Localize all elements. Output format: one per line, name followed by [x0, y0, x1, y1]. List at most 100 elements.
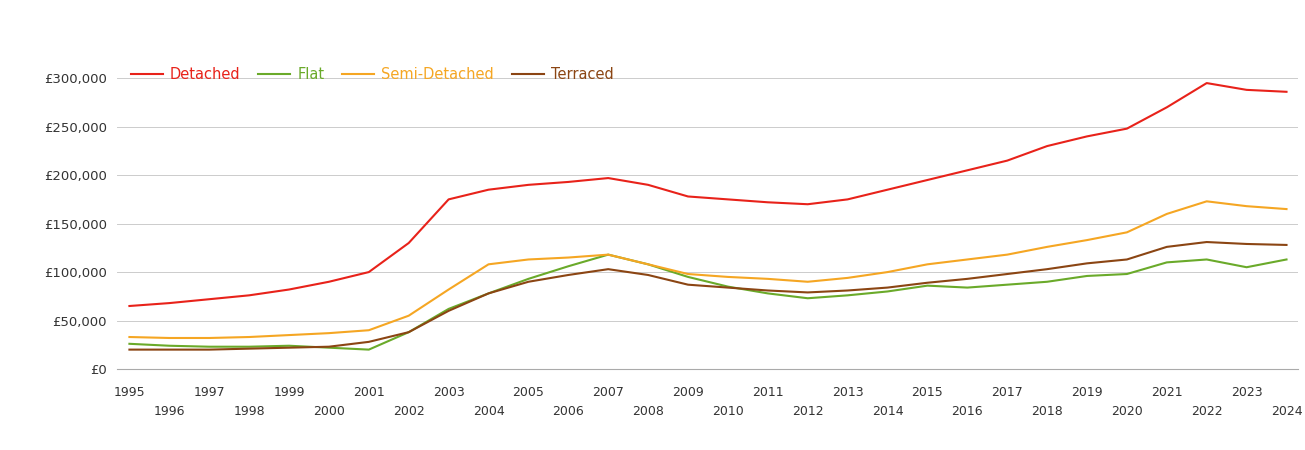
Line: Detached: Detached: [129, 83, 1287, 306]
Semi-Detached: [680, 271, 696, 277]
Flat: [641, 261, 656, 267]
Flat: [680, 274, 696, 279]
Detached: [720, 197, 736, 202]
Detached: [162, 301, 177, 306]
Terraced: [800, 290, 816, 295]
Text: 2001: 2001: [352, 386, 385, 399]
Flat: [1079, 273, 1095, 279]
Terraced: [840, 288, 856, 293]
Detached: [641, 182, 656, 188]
Text: 2007: 2007: [592, 386, 624, 399]
Detached: [1159, 104, 1174, 110]
Semi-Detached: [840, 275, 856, 281]
Terraced: [880, 285, 895, 290]
Flat: [1159, 260, 1174, 265]
Flat: [480, 291, 496, 296]
Flat: [401, 329, 416, 335]
Detached: [321, 279, 337, 284]
Text: 2017: 2017: [992, 386, 1023, 399]
Detached: [281, 287, 296, 292]
Detached: [760, 200, 775, 205]
Flat: [840, 292, 856, 298]
Semi-Detached: [480, 261, 496, 267]
Terraced: [441, 308, 457, 314]
Semi-Detached: [1079, 238, 1095, 243]
Semi-Detached: [1238, 203, 1254, 209]
Text: 2010: 2010: [713, 405, 744, 418]
Flat: [281, 343, 296, 348]
Detached: [1079, 134, 1095, 139]
Text: 2018: 2018: [1031, 405, 1064, 418]
Detached: [800, 202, 816, 207]
Text: 2015: 2015: [911, 386, 944, 399]
Flat: [920, 283, 936, 288]
Line: Flat: Flat: [129, 255, 1287, 350]
Terraced: [401, 329, 416, 335]
Semi-Detached: [720, 274, 736, 279]
Terraced: [521, 279, 536, 284]
Terraced: [121, 347, 137, 352]
Text: 1995: 1995: [114, 386, 145, 399]
Detached: [1279, 89, 1295, 94]
Text: 2016: 2016: [951, 405, 983, 418]
Terraced: [1199, 239, 1215, 245]
Semi-Detached: [281, 333, 296, 338]
Semi-Detached: [641, 261, 656, 267]
Semi-Detached: [521, 257, 536, 262]
Detached: [600, 176, 616, 181]
Detached: [441, 197, 457, 202]
Flat: [162, 343, 177, 348]
Text: 2006: 2006: [552, 405, 585, 418]
Detached: [1238, 87, 1254, 93]
Semi-Detached: [1120, 230, 1135, 235]
Terraced: [281, 345, 296, 351]
Terraced: [600, 266, 616, 272]
Text: 1998: 1998: [234, 405, 265, 418]
Terraced: [361, 339, 377, 345]
Text: 2013: 2013: [831, 386, 864, 399]
Flat: [121, 341, 137, 346]
Terraced: [1238, 241, 1254, 247]
Flat: [521, 276, 536, 282]
Flat: [1279, 257, 1295, 262]
Flat: [201, 344, 217, 349]
Detached: [1120, 126, 1135, 131]
Detached: [680, 194, 696, 199]
Text: 1999: 1999: [273, 386, 305, 399]
Terraced: [680, 282, 696, 288]
Detached: [560, 179, 576, 184]
Terraced: [720, 285, 736, 290]
Flat: [321, 345, 337, 351]
Semi-Detached: [600, 252, 616, 257]
Semi-Detached: [1279, 207, 1295, 212]
Text: 2002: 2002: [393, 405, 424, 418]
Flat: [600, 252, 616, 257]
Flat: [361, 347, 377, 352]
Text: 2012: 2012: [792, 405, 823, 418]
Detached: [201, 297, 217, 302]
Terraced: [560, 272, 576, 278]
Semi-Detached: [1159, 211, 1174, 216]
Line: Terraced: Terraced: [129, 242, 1287, 350]
Terraced: [321, 344, 337, 349]
Flat: [1000, 282, 1015, 288]
Text: 2023: 2023: [1231, 386, 1262, 399]
Flat: [560, 264, 576, 269]
Flat: [241, 344, 257, 349]
Terraced: [1039, 266, 1054, 272]
Detached: [1039, 144, 1054, 149]
Semi-Detached: [441, 287, 457, 292]
Detached: [1000, 158, 1015, 163]
Semi-Detached: [560, 255, 576, 260]
Text: 2005: 2005: [513, 386, 544, 399]
Text: 2009: 2009: [672, 386, 703, 399]
Terraced: [241, 346, 257, 351]
Flat: [1120, 271, 1135, 277]
Text: 1996: 1996: [154, 405, 185, 418]
Text: 2024: 2024: [1271, 405, 1302, 418]
Semi-Detached: [1199, 198, 1215, 204]
Line: Semi-Detached: Semi-Detached: [129, 201, 1287, 338]
Terraced: [1000, 271, 1015, 277]
Detached: [121, 303, 137, 309]
Text: 2019: 2019: [1071, 386, 1103, 399]
